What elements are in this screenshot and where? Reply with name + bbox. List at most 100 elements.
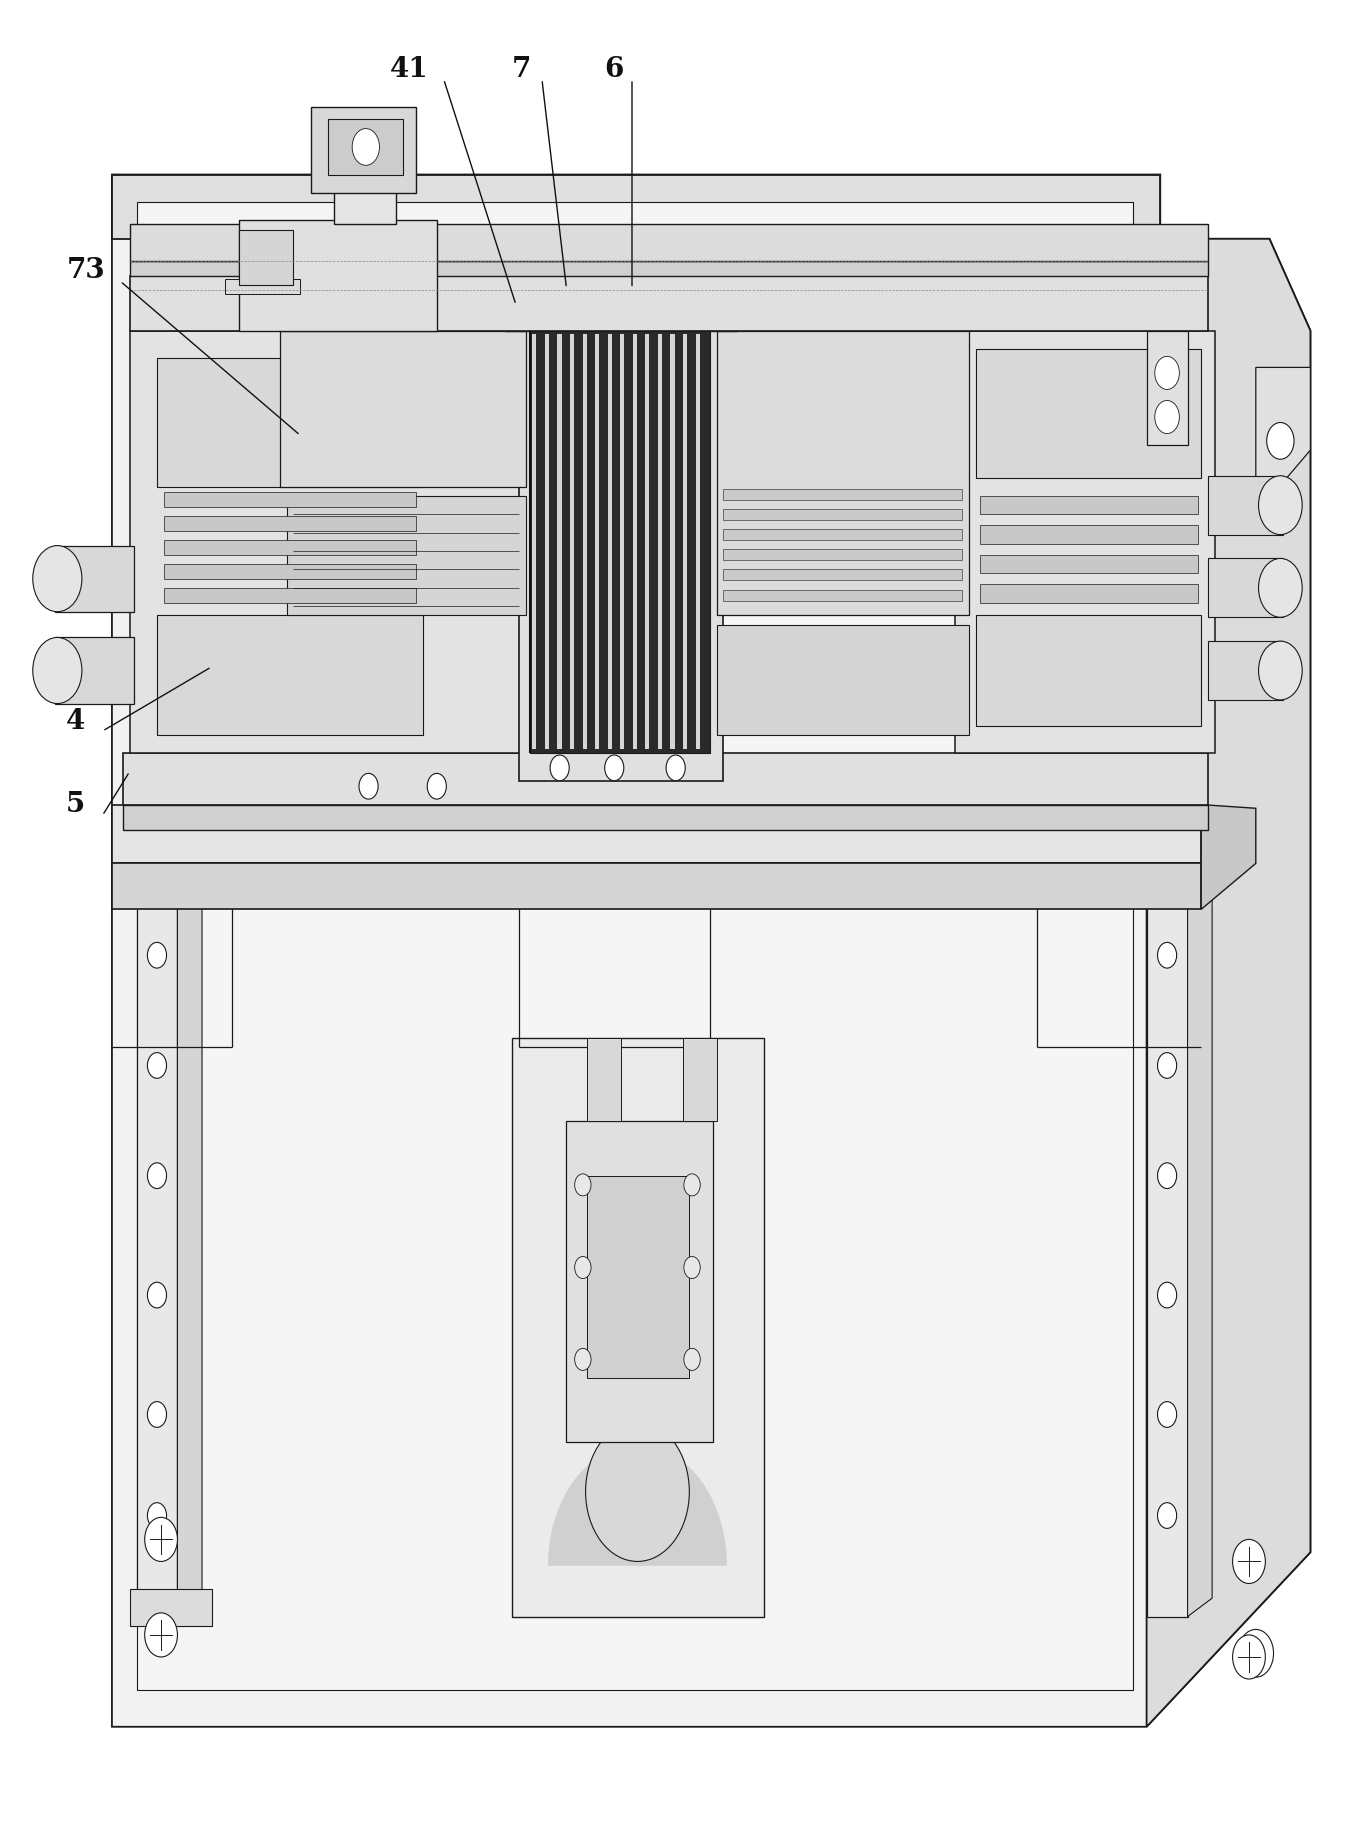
- Circle shape: [1233, 1539, 1265, 1583]
- Polygon shape: [512, 1038, 764, 1617]
- Polygon shape: [717, 331, 969, 615]
- Polygon shape: [1147, 239, 1310, 1727]
- Polygon shape: [55, 546, 134, 612]
- Polygon shape: [130, 276, 1208, 331]
- Polygon shape: [530, 331, 710, 753]
- Polygon shape: [549, 1446, 726, 1565]
- Polygon shape: [658, 334, 662, 749]
- Polygon shape: [1188, 836, 1212, 1617]
- Circle shape: [684, 1174, 700, 1196]
- Polygon shape: [571, 334, 575, 749]
- Circle shape: [1158, 1053, 1177, 1078]
- Polygon shape: [723, 529, 962, 540]
- Polygon shape: [620, 334, 624, 749]
- Polygon shape: [677, 334, 681, 749]
- Polygon shape: [627, 334, 631, 749]
- Polygon shape: [157, 358, 423, 487]
- Polygon shape: [682, 334, 687, 749]
- Polygon shape: [112, 175, 1310, 1727]
- Circle shape: [575, 1257, 591, 1279]
- Polygon shape: [633, 334, 637, 749]
- Circle shape: [586, 1422, 689, 1561]
- Circle shape: [550, 755, 569, 781]
- Polygon shape: [665, 334, 669, 749]
- Polygon shape: [651, 334, 655, 749]
- Polygon shape: [239, 230, 293, 285]
- Circle shape: [147, 942, 167, 968]
- Polygon shape: [696, 334, 700, 749]
- Polygon shape: [130, 331, 532, 753]
- Polygon shape: [980, 525, 1198, 544]
- Polygon shape: [55, 637, 134, 704]
- Polygon shape: [123, 805, 1208, 830]
- Circle shape: [575, 1348, 591, 1370]
- Polygon shape: [607, 334, 612, 749]
- Polygon shape: [130, 261, 1208, 276]
- Circle shape: [1238, 1629, 1274, 1677]
- Circle shape: [1155, 356, 1179, 389]
- Polygon shape: [980, 584, 1198, 603]
- Polygon shape: [1147, 854, 1188, 1617]
- Text: 41: 41: [390, 57, 429, 83]
- Polygon shape: [1201, 805, 1256, 909]
- Circle shape: [147, 1163, 167, 1189]
- Polygon shape: [576, 334, 580, 749]
- Polygon shape: [311, 107, 416, 193]
- Polygon shape: [112, 863, 1201, 909]
- Circle shape: [147, 1402, 167, 1427]
- Polygon shape: [130, 224, 1208, 261]
- Circle shape: [427, 773, 446, 799]
- Circle shape: [1158, 1503, 1177, 1528]
- Polygon shape: [723, 509, 962, 520]
- Circle shape: [352, 129, 379, 165]
- Circle shape: [1259, 558, 1302, 617]
- Polygon shape: [123, 753, 1208, 805]
- Polygon shape: [287, 496, 526, 615]
- Polygon shape: [980, 496, 1198, 514]
- Polygon shape: [164, 588, 416, 603]
- Polygon shape: [670, 334, 674, 749]
- Polygon shape: [566, 1121, 713, 1442]
- Circle shape: [684, 1257, 700, 1279]
- Text: 7: 7: [512, 57, 531, 83]
- Polygon shape: [980, 555, 1198, 573]
- Circle shape: [1158, 1282, 1177, 1308]
- Polygon shape: [519, 303, 723, 781]
- Polygon shape: [976, 615, 1201, 726]
- Polygon shape: [136, 854, 177, 1617]
- Polygon shape: [157, 615, 423, 735]
- Circle shape: [145, 1517, 177, 1561]
- Circle shape: [147, 1282, 167, 1308]
- Polygon shape: [225, 279, 300, 294]
- Polygon shape: [164, 492, 416, 507]
- Polygon shape: [545, 334, 549, 749]
- Polygon shape: [551, 334, 556, 749]
- Circle shape: [1155, 400, 1179, 434]
- Polygon shape: [532, 334, 536, 749]
- Text: 73: 73: [67, 257, 105, 283]
- Circle shape: [666, 755, 685, 781]
- Polygon shape: [328, 119, 403, 175]
- Polygon shape: [689, 334, 693, 749]
- Circle shape: [33, 546, 82, 612]
- Circle shape: [1158, 942, 1177, 968]
- Polygon shape: [130, 1589, 212, 1626]
- Circle shape: [1158, 1163, 1177, 1189]
- Polygon shape: [1208, 476, 1283, 535]
- Circle shape: [147, 1503, 167, 1528]
- Polygon shape: [164, 516, 416, 531]
- Polygon shape: [164, 540, 416, 555]
- Polygon shape: [682, 1038, 717, 1121]
- Polygon shape: [588, 334, 592, 749]
- Polygon shape: [177, 836, 202, 1617]
- Circle shape: [359, 773, 378, 799]
- Circle shape: [684, 1348, 700, 1370]
- Text: 4: 4: [66, 709, 85, 735]
- Polygon shape: [614, 334, 618, 749]
- Polygon shape: [505, 294, 737, 331]
- Circle shape: [1259, 641, 1302, 700]
- Polygon shape: [602, 334, 606, 749]
- Polygon shape: [595, 334, 599, 749]
- Text: 5: 5: [66, 792, 85, 817]
- Polygon shape: [1147, 331, 1188, 445]
